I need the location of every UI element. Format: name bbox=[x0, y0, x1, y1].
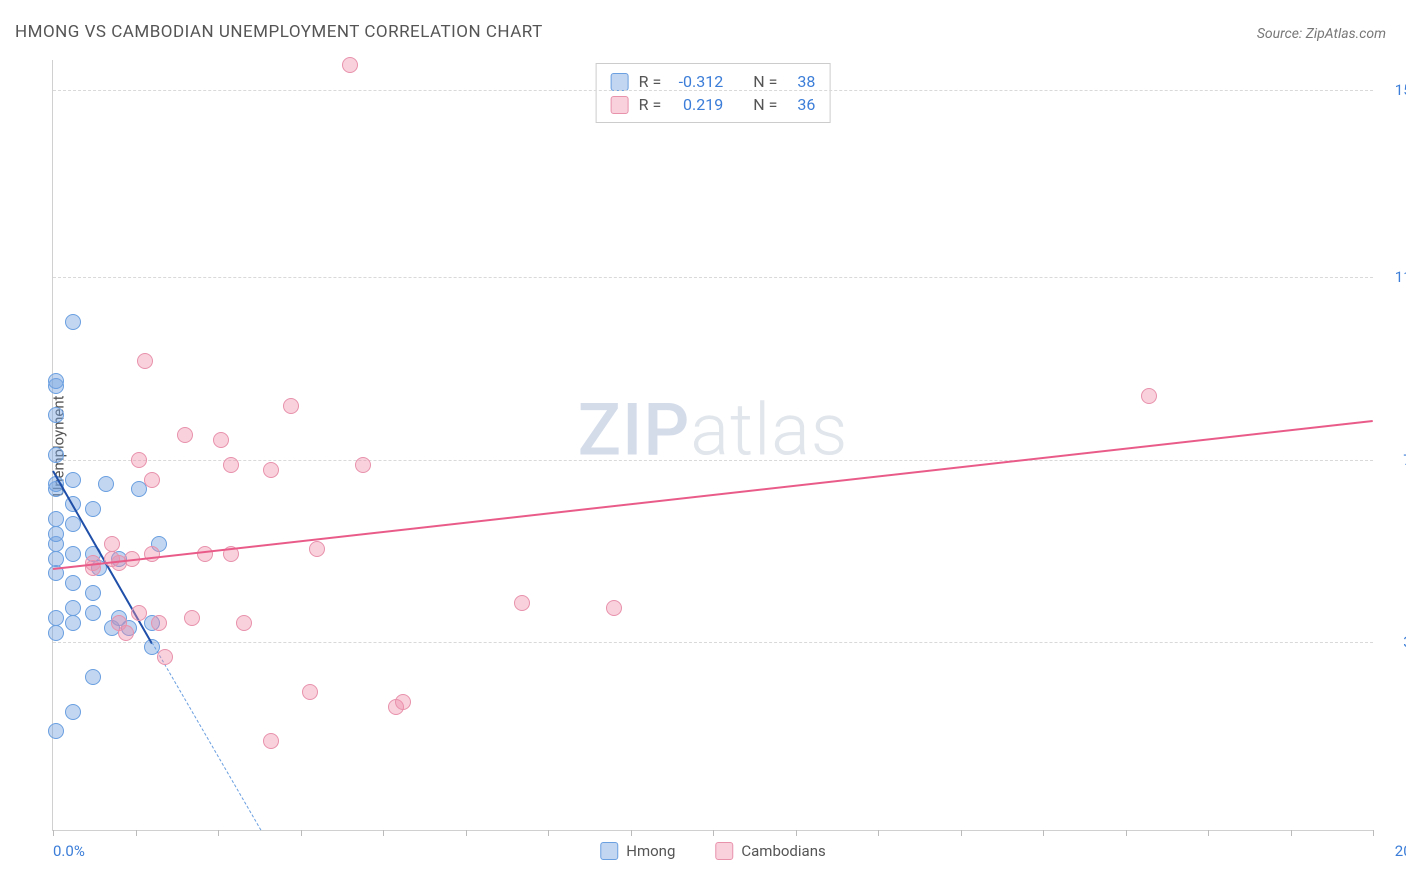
data-point bbox=[48, 625, 64, 641]
data-point bbox=[85, 605, 101, 621]
data-point bbox=[151, 615, 167, 631]
x-tick bbox=[301, 830, 302, 836]
data-point bbox=[177, 427, 193, 443]
r-label: R = bbox=[639, 95, 662, 114]
y-tick-label: 11.2% bbox=[1380, 268, 1406, 286]
gridline bbox=[53, 642, 1373, 643]
data-point bbox=[1141, 388, 1157, 404]
plot-area: ZIPatlas R =-0.312N =38R =0.219N =36 0.0… bbox=[52, 60, 1373, 831]
legend-label: Hmong bbox=[626, 842, 675, 860]
legend-label: Cambodians bbox=[741, 842, 825, 860]
data-point bbox=[48, 526, 64, 542]
data-point bbox=[48, 610, 64, 626]
data-point bbox=[65, 704, 81, 720]
r-value: 0.219 bbox=[671, 95, 723, 114]
data-point bbox=[283, 398, 299, 414]
data-point bbox=[85, 501, 101, 517]
n-value: 36 bbox=[787, 95, 815, 114]
x-tick bbox=[548, 830, 549, 836]
y-tick-label: 15.0% bbox=[1380, 81, 1406, 99]
x-tick bbox=[1373, 830, 1374, 836]
chart-container: HMONG VS CAMBODIAN UNEMPLOYMENT CORRELAT… bbox=[0, 0, 1406, 892]
data-point bbox=[65, 575, 81, 591]
source-credit: Source: ZipAtlas.com bbox=[1257, 26, 1386, 42]
data-point bbox=[309, 541, 325, 557]
data-point bbox=[131, 605, 147, 621]
data-point bbox=[65, 600, 81, 616]
x-tick bbox=[466, 830, 467, 836]
x-tick bbox=[1043, 830, 1044, 836]
data-point bbox=[48, 407, 64, 423]
data-point bbox=[65, 472, 81, 488]
legend-item: Cambodians bbox=[715, 842, 825, 860]
x-tick bbox=[136, 830, 137, 836]
legend-swatch bbox=[715, 842, 733, 860]
x-tick bbox=[713, 830, 714, 836]
n-value: 38 bbox=[787, 72, 815, 91]
data-point bbox=[65, 314, 81, 330]
x-tick bbox=[1208, 830, 1209, 836]
x-tick bbox=[1126, 830, 1127, 836]
trend-line-extrapolated bbox=[152, 643, 262, 831]
r-value: -0.312 bbox=[671, 72, 723, 91]
data-point bbox=[395, 694, 411, 710]
gridline bbox=[53, 90, 1373, 91]
y-tick-label: 3.8% bbox=[1380, 633, 1406, 651]
data-point bbox=[263, 462, 279, 478]
x-tick bbox=[878, 830, 879, 836]
series-swatch bbox=[611, 73, 629, 91]
data-point bbox=[302, 684, 318, 700]
legend-item: Hmong bbox=[600, 842, 675, 860]
data-point bbox=[104, 536, 120, 552]
data-point bbox=[98, 476, 114, 492]
data-point bbox=[355, 457, 371, 473]
data-point bbox=[144, 472, 160, 488]
gridline bbox=[53, 277, 1373, 278]
data-point bbox=[48, 447, 64, 463]
x-tick bbox=[1291, 830, 1292, 836]
n-label: N = bbox=[753, 72, 777, 91]
x-axis-max-label: 20.0% bbox=[1395, 842, 1406, 860]
x-tick bbox=[631, 830, 632, 836]
data-point bbox=[118, 625, 134, 641]
data-point bbox=[514, 595, 530, 611]
data-point bbox=[137, 353, 153, 369]
x-tick bbox=[383, 830, 384, 836]
n-label: N = bbox=[753, 95, 777, 114]
data-point bbox=[213, 432, 229, 448]
series-swatch bbox=[611, 96, 629, 114]
chart-title: HMONG VS CAMBODIAN UNEMPLOYMENT CORRELAT… bbox=[15, 22, 543, 42]
stat-row: R = 0.219 N = 36 bbox=[611, 93, 816, 116]
gridline bbox=[53, 460, 1373, 461]
data-point bbox=[48, 373, 64, 389]
data-point bbox=[263, 733, 279, 749]
correlation-stat-box: R = -0.312 N = 38 R = 0.219 N = 36 bbox=[596, 63, 831, 123]
data-point bbox=[48, 551, 64, 567]
data-point bbox=[606, 600, 622, 616]
data-point bbox=[65, 546, 81, 562]
x-tick bbox=[53, 830, 54, 836]
legend-swatch bbox=[600, 842, 618, 860]
data-point bbox=[85, 585, 101, 601]
data-point bbox=[342, 57, 358, 73]
data-point bbox=[184, 610, 200, 626]
x-tick bbox=[796, 830, 797, 836]
legend: Hmong Cambodians bbox=[600, 842, 825, 860]
data-point bbox=[157, 649, 173, 665]
y-tick-label: 7.5% bbox=[1380, 451, 1406, 469]
data-point bbox=[48, 723, 64, 739]
data-point bbox=[131, 452, 147, 468]
x-tick bbox=[961, 830, 962, 836]
data-point bbox=[236, 615, 252, 631]
x-axis-min-label: 0.0% bbox=[53, 842, 85, 860]
x-tick bbox=[218, 830, 219, 836]
data-point bbox=[65, 615, 81, 631]
data-point bbox=[85, 669, 101, 685]
trend-line bbox=[53, 420, 1373, 570]
data-point bbox=[48, 511, 64, 527]
r-label: R = bbox=[639, 72, 662, 91]
data-point bbox=[223, 457, 239, 473]
